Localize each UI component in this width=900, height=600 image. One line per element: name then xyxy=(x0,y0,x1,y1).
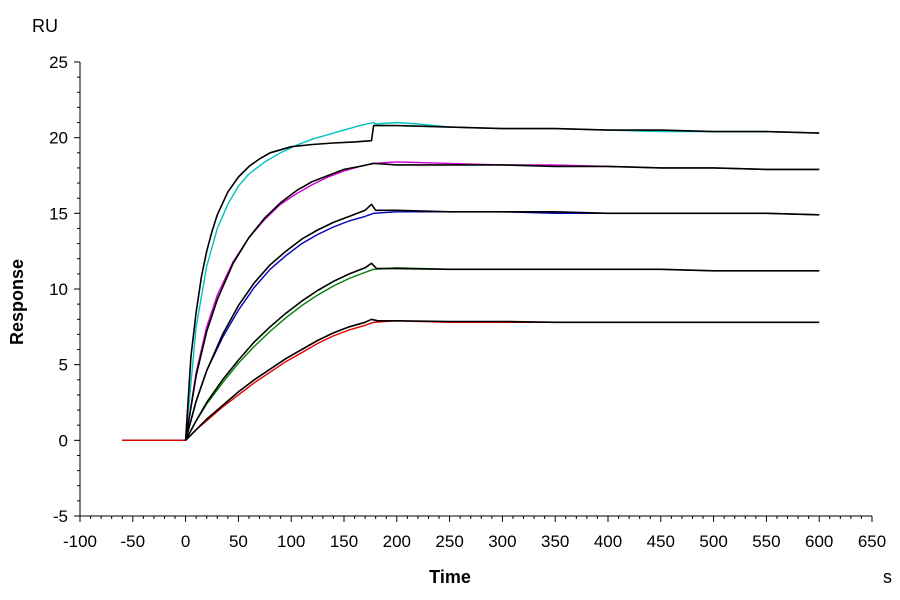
fit-curve-6 xyxy=(184,162,820,441)
fit-curve-5 xyxy=(184,124,820,441)
x-axis-unit: s xyxy=(883,567,892,587)
data-series-0 xyxy=(122,121,820,441)
x-tick-label: 200 xyxy=(383,532,411,551)
x-tick-label: 650 xyxy=(858,532,886,551)
y-tick-label: 15 xyxy=(49,204,68,223)
x-axis-title: Time xyxy=(429,567,471,587)
data-series-3 xyxy=(122,267,820,441)
y-tick-label: 5 xyxy=(59,356,68,375)
x-tick-label: 0 xyxy=(181,532,190,551)
y-tick-label: 0 xyxy=(59,431,68,450)
data-series-1 xyxy=(122,161,820,441)
x-tick-label: 600 xyxy=(805,532,833,551)
x-tick-label: -100 xyxy=(63,532,97,551)
x-tick-label: 150 xyxy=(330,532,358,551)
x-tick-label: 300 xyxy=(488,532,516,551)
x-tick-label: 50 xyxy=(229,532,248,551)
y-tick-label: -5 xyxy=(53,507,68,526)
y-axis-ticks: -5 0 5 10 15 20 25 xyxy=(49,53,80,526)
series-layer xyxy=(122,121,820,441)
x-tick-label: 400 xyxy=(594,532,622,551)
fit-curve-9 xyxy=(185,318,820,441)
y-tick-label: 25 xyxy=(49,53,68,72)
fit-curve-7 xyxy=(184,203,820,441)
x-tick-label: 100 xyxy=(277,532,305,551)
y-tick-label: 10 xyxy=(49,280,68,299)
x-tick-label: 450 xyxy=(647,532,675,551)
fit-curve-8 xyxy=(184,262,820,441)
y-axis-unit: RU xyxy=(32,16,58,36)
plot-area: -100 -50 0 50 100 150 200 250 300 350 400 450 500 550… xyxy=(49,53,886,551)
y-tick-label: 20 xyxy=(49,129,68,148)
x-tick-label: 250 xyxy=(435,532,463,551)
y-axis-title: Response xyxy=(7,259,27,345)
data-series-4 xyxy=(122,320,820,441)
x-tick-label: -50 xyxy=(121,532,146,551)
x-axis-ticks: -100 -50 0 50 100 150 200 250 300 350 400 450 500 550… xyxy=(63,516,886,551)
x-tick-label: 500 xyxy=(699,532,727,551)
x-tick-label: 350 xyxy=(541,532,569,551)
x-tick-label: 550 xyxy=(752,532,780,551)
